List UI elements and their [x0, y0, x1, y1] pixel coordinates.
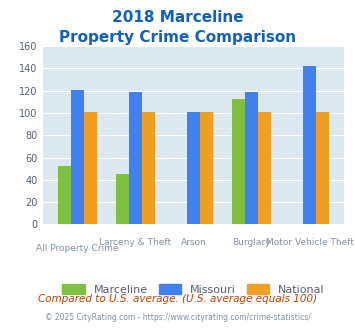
- Bar: [129, 92, 142, 224]
- Text: Property Crime Comparison: Property Crime Comparison: [59, 30, 296, 45]
- Text: Arson: Arson: [181, 238, 206, 247]
- Bar: [58, 167, 71, 224]
- Bar: [71, 90, 84, 224]
- Text: © 2025 CityRating.com - https://www.cityrating.com/crime-statistics/: © 2025 CityRating.com - https://www.city…: [45, 314, 310, 322]
- Text: Burglary: Burglary: [232, 238, 271, 247]
- Bar: [84, 112, 97, 224]
- Text: 2018 Marceline: 2018 Marceline: [112, 10, 243, 25]
- Legend: Marceline, Missouri, National: Marceline, Missouri, National: [58, 280, 329, 300]
- Bar: [245, 92, 258, 224]
- Bar: [316, 112, 329, 224]
- Bar: [233, 99, 245, 224]
- Bar: [258, 112, 271, 224]
- Text: Larceny & Theft: Larceny & Theft: [99, 238, 171, 247]
- Text: Motor Vehicle Theft: Motor Vehicle Theft: [266, 238, 354, 247]
- Bar: [116, 174, 129, 224]
- Bar: [200, 112, 213, 224]
- Text: All Property Crime: All Property Crime: [36, 245, 119, 253]
- Text: Compared to U.S. average. (U.S. average equals 100): Compared to U.S. average. (U.S. average …: [38, 294, 317, 304]
- Bar: [187, 112, 200, 224]
- Bar: [142, 112, 154, 224]
- Bar: [303, 66, 316, 224]
